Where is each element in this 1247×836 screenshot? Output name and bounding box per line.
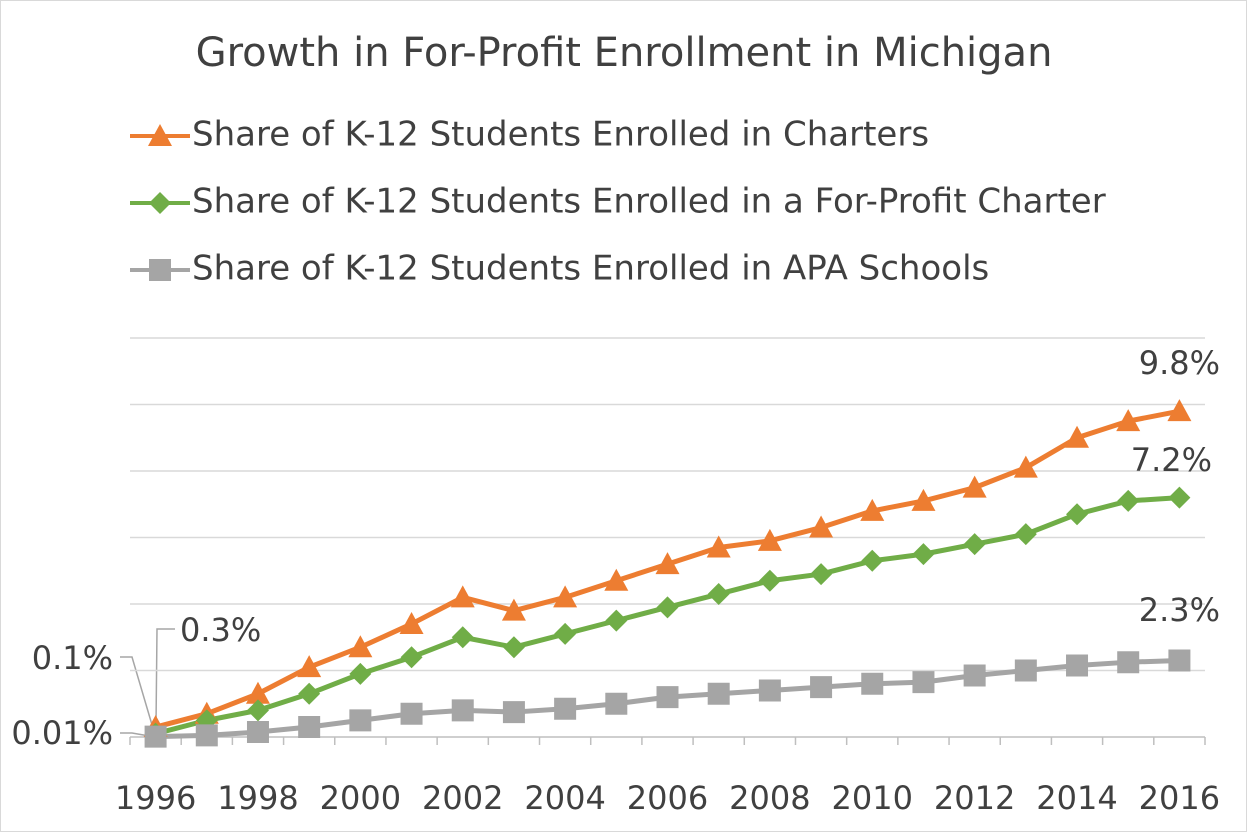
legend-label: Share of K-12 Students Enrolled in APA S… — [192, 249, 989, 289]
data-point — [912, 543, 935, 566]
data-point — [963, 533, 986, 556]
x-tick-label: 2002 — [422, 779, 503, 817]
x-tick-label: 2012 — [934, 779, 1015, 817]
x-tick-label: 1998 — [217, 779, 298, 817]
data-point — [912, 671, 935, 694]
data-point — [911, 488, 936, 511]
x-tick-label: 2006 — [627, 779, 708, 817]
data-label: 0.1% — [32, 639, 113, 677]
data-point — [298, 716, 321, 739]
legend-label: Share of K-12 Students Enrolled in Chart… — [192, 115, 929, 155]
data-label: 2.3% — [1139, 591, 1220, 629]
x-tick-label: 2008 — [729, 779, 810, 817]
data-point — [1014, 659, 1037, 682]
data-point — [1168, 486, 1191, 509]
legend-marker — [149, 259, 171, 281]
data-point — [1066, 654, 1089, 677]
data-point — [1117, 651, 1140, 674]
data-point — [501, 598, 526, 621]
data-point — [348, 635, 373, 658]
x-tick-label: 2004 — [524, 779, 605, 817]
data-point — [810, 676, 833, 699]
data-point — [502, 701, 525, 724]
legend-label: Share of K-12 Students Enrolled in a For… — [192, 182, 1106, 222]
leader-line — [155, 628, 175, 727]
data-point — [656, 596, 679, 619]
x-tick-label: 2014 — [1036, 779, 1117, 817]
data-point — [810, 563, 833, 586]
data-point — [1065, 425, 1090, 448]
legend-marker — [148, 124, 172, 146]
chart-title: Growth in For-Profit Enrollment in Michi… — [196, 30, 1053, 76]
data-point — [554, 697, 577, 720]
data-point — [400, 702, 423, 725]
data-point — [1013, 455, 1038, 478]
data-point — [1066, 503, 1089, 526]
data-point — [297, 655, 322, 678]
data-point — [400, 646, 423, 669]
data-point — [963, 664, 986, 687]
data-point — [349, 662, 372, 685]
data-point — [758, 569, 781, 592]
data-point — [451, 699, 474, 722]
x-tick-label: 2000 — [320, 779, 401, 817]
data-point — [861, 672, 884, 695]
data-point — [349, 709, 372, 732]
data-point — [451, 626, 474, 649]
data-point — [554, 622, 577, 645]
data-label: 0.01% — [11, 714, 113, 752]
data-point — [655, 552, 680, 575]
x-tick-label: 2016 — [1139, 779, 1220, 817]
x-tick-label: 1996 — [115, 779, 196, 817]
data-point — [707, 682, 730, 705]
data-point — [450, 585, 475, 608]
data-label: 7.2% — [1131, 441, 1212, 479]
data-point — [656, 686, 679, 709]
data-point — [245, 681, 270, 704]
data-point — [1167, 399, 1192, 422]
data-point — [962, 475, 987, 498]
data-point — [1014, 523, 1037, 546]
data-point — [1117, 489, 1140, 512]
data-point — [758, 679, 781, 702]
data-point — [195, 724, 218, 747]
data-point — [707, 583, 730, 606]
data-point — [1116, 409, 1141, 432]
data-point — [809, 515, 834, 538]
data-point — [757, 528, 782, 551]
data-point — [1168, 649, 1191, 672]
data-label: 9.8% — [1139, 344, 1220, 382]
data-point — [604, 568, 629, 591]
x-tick-label: 2010 — [832, 779, 913, 817]
data-point — [605, 692, 628, 715]
leader-line — [120, 656, 156, 736]
data-point — [860, 498, 885, 521]
data-point — [861, 549, 884, 572]
data-label: 0.3% — [180, 611, 261, 649]
data-point — [246, 721, 269, 744]
data-point — [502, 636, 525, 659]
data-point — [605, 609, 628, 632]
data-point — [706, 535, 731, 558]
legend-marker — [149, 192, 171, 214]
data-point — [399, 611, 424, 634]
data-point — [553, 585, 578, 608]
data-point — [144, 725, 167, 748]
data-point — [298, 682, 321, 705]
data-point — [246, 699, 269, 722]
